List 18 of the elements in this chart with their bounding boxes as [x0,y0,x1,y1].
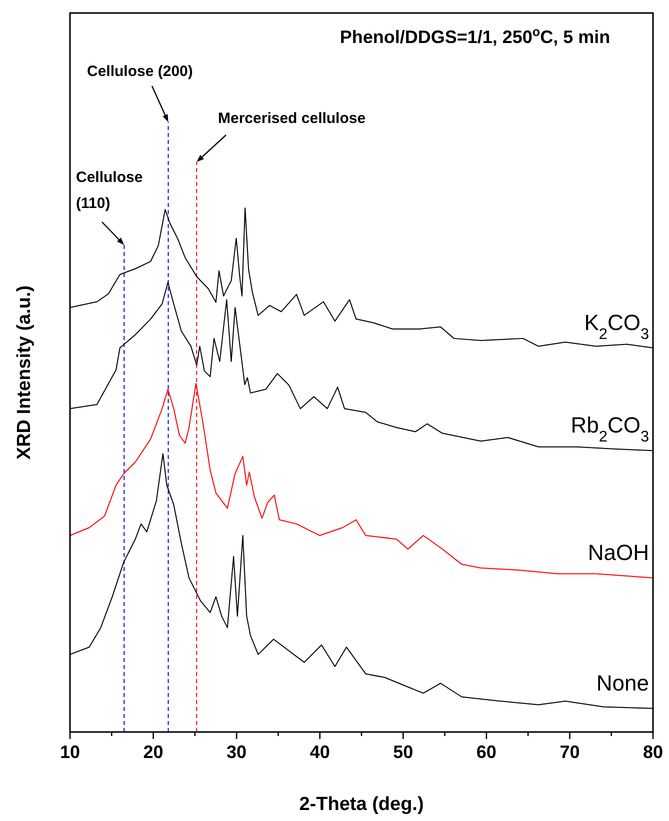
chart-title: Phenol/DDGS=1/1, 250$^{o}$C, 5 min [340,25,610,47]
ref-line-label: Cellulose (110) [76,169,143,212]
ref-line-label: Cellulose (200) [87,63,193,80]
x-tick-label: 80 [642,742,664,762]
x-tick-label: 50 [393,742,414,762]
x-tick-label: 10 [60,742,80,762]
series-label: None [596,670,649,696]
series-label: K$_{2}$CO$_{3}$ [584,310,649,342]
x-axis-title: 2-Theta (deg.) [299,794,424,815]
ref-line-label: Mercerised cellulose [218,110,366,127]
x-tick-label: 20 [143,742,164,762]
series-label: Rb$_{2}$CO$_{3}$ [570,412,649,446]
series-label: NaOH [588,540,649,565]
y-axis-title: XRD Intensity (a.u.) [14,285,35,460]
x-tick-label: 60 [476,742,496,762]
x-tick-label: 30 [226,742,247,762]
x-tick-label: 40 [310,742,330,762]
x-tick-label: 70 [560,742,580,762]
